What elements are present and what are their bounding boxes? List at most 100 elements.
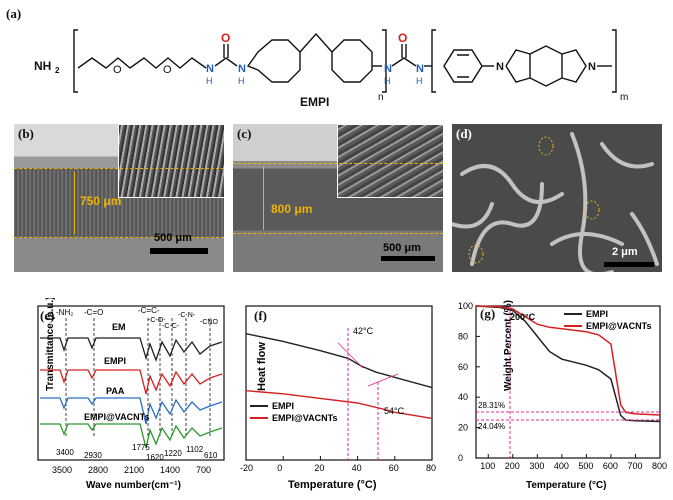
ftir-group-c-c: -C-C- — [162, 323, 180, 330]
tga-xtick-6: 700 — [627, 461, 642, 471]
panel-b-thickness: 750 μm — [80, 194, 122, 208]
ftir-xtick-0: 3500 — [52, 465, 72, 475]
panel-c-inset — [337, 124, 443, 198]
tga-legend-empi: EMPI — [586, 309, 608, 319]
ftir-xtick-3: 1400 — [160, 465, 180, 475]
ftir-series-empi-vacnts — [40, 423, 223, 449]
ftir-group-nh2: -NH₂ — [56, 308, 73, 317]
tga-svg: Weight Percent (%) Temperature (°C) 100 2… — [458, 300, 667, 491]
panel-a-structure: (a) — [0, 0, 673, 116]
urea-h-4: H — [416, 76, 423, 86]
ftir-xlabel: Wave number(cm⁻¹) — [86, 480, 181, 491]
structure-caption: EMPI — [300, 95, 329, 109]
ftir-peak-610: 610 — [204, 451, 218, 460]
panel-c-scalebar: 500 μm — [383, 242, 421, 254]
tga-ytick-2: 40 — [458, 392, 468, 402]
panel-c-letter: (c) — [237, 126, 252, 141]
ftir-legend-paa: PAA — [106, 386, 125, 396]
ftir-series-empi — [40, 369, 223, 395]
panel-b-inset — [118, 124, 224, 198]
ftir-series-paa — [40, 397, 223, 425]
panel-e-letter: (e) — [40, 308, 55, 323]
panel-c-sem-image: (c) 800 μm 500 μm — [233, 124, 443, 272]
tga-ytick-3: 60 — [458, 362, 468, 372]
tga-ytick-5: 100 — [458, 301, 473, 311]
tga-ytick-1: 20 — [458, 423, 468, 433]
tga-xtick-0: 100 — [480, 461, 495, 471]
ftir-legend-empi: EMPI — [104, 356, 126, 366]
urea-n-2: N — [238, 63, 246, 75]
dsc-xtick-5: 80 — [426, 463, 436, 473]
tga-annot-200: 200°C — [510, 312, 536, 322]
ftir-peak-3400: 3400 — [56, 448, 74, 457]
ftir-group-cc-double: -C=C- — [138, 306, 160, 315]
dsc-legend-empi-vacnts: EMPI@VACNTs — [272, 413, 337, 423]
repeat-n: n — [378, 92, 384, 103]
panel-d-sem-image: (d) 2 μm — [452, 124, 662, 272]
tga-xtick-2: 300 — [529, 461, 544, 471]
ftir-peak-1775: 1775 — [132, 443, 150, 452]
tga-ytick-0: 0 — [458, 453, 463, 463]
panel-d-letter: (d) — [456, 126, 472, 141]
ftir-legend-empi-vacnts: EMPI@VACNTs — [84, 412, 149, 422]
ftir-peak-2930: 2930 — [84, 451, 102, 460]
ftir-series-em — [40, 337, 223, 362]
ftir-group-c-n: -C-N- — [178, 312, 196, 319]
ftir-xtick-2: 2100 — [124, 465, 144, 475]
dsc-xtick-0: -20 — [240, 463, 253, 473]
tga-xtick-5: 600 — [603, 461, 618, 471]
tga-series-0 — [475, 305, 661, 423]
tga-xtick-7: 800 — [652, 461, 667, 471]
ftir-group-co: -C=O — [84, 308, 103, 317]
ftir-group-c-o: -C-O- — [148, 317, 166, 324]
ftir-xticks: 3500 2800 2100 1400 700 — [52, 465, 211, 475]
ftir-xtick-1: 2800 — [88, 465, 108, 475]
dsc-xtick-4: 60 — [389, 463, 399, 473]
panel-d-scalebar: 2 μm — [612, 246, 638, 258]
tga-ytick-4: 80 — [458, 331, 468, 341]
tga-annot-2404: 24.04% — [478, 422, 505, 431]
ftir-legend-em: EM — [112, 322, 126, 332]
repeat-m: m — [620, 92, 628, 103]
urea-n-3: N — [384, 63, 392, 75]
urea-n-4: N — [416, 63, 424, 75]
panel-a-letter: (a) — [6, 6, 22, 21]
panel-f-dsc-chart: Heat flow Temperature (°C) -20 0 20 40 60 80 … — [228, 298, 438, 495]
panel-g-letter: (g) — [480, 306, 496, 321]
tga-series-1 — [475, 305, 661, 416]
panel-b-letter: (b) — [18, 126, 34, 141]
tga-xlabel: Temperature (°C) — [526, 480, 607, 491]
ftir-peak-1220: 1220 — [164, 449, 182, 458]
ftir-peak-1102: 1102 — [186, 445, 204, 454]
tga-legend-empi-vacnts: EMPI@VACNTs — [586, 321, 651, 331]
ftir-ylabel: Transmittance (a.u.) — [45, 298, 56, 391]
nh2-subscript: 2 — [55, 66, 60, 75]
dsc-annot-54: 54°C — [384, 406, 405, 416]
dsc-legend-empi: EMPI — [272, 401, 294, 411]
panel-e-ftir-chart: Transmittance (a.u.) Wave number(cm⁻¹) 3… — [0, 297, 228, 495]
panel-f-letter: (f) — [254, 308, 267, 323]
dsc-annot-42: 42°C — [353, 326, 374, 336]
dsc-svg: Heat flow Temperature (°C) -20 0 20 40 60 80 … — [240, 305, 436, 491]
panel-b-scalebar: 500 μm — [154, 232, 192, 244]
dsc-ylabel: Heat flow — [256, 342, 268, 391]
empi-structure: NH 2 O O O O N H N H N H N H N N n m EMP… — [34, 29, 628, 109]
tga-xtick-4: 500 — [578, 461, 593, 471]
ftir-svg: Transmittance (a.u.) Wave number(cm⁻¹) 3… — [37, 297, 225, 491]
panel-b-sem-image: (b) 750 μm 500 μm — [14, 124, 224, 272]
urea-h-1: H — [206, 76, 213, 86]
dsc-xtick-2: 20 — [314, 463, 324, 473]
urea-h-3: H — [384, 76, 391, 86]
ftir-peak-1620: 1620 — [146, 453, 164, 462]
svg-text:N: N — [496, 61, 504, 73]
tga-ylabel: Weight Percent (%) — [503, 300, 514, 391]
dsc-xlabel: Temperature (°C) — [288, 479, 377, 491]
nh2-label: NH — [34, 59, 51, 73]
dsc-series-1 — [245, 390, 433, 420]
panel-c-thickness: 800 μm — [271, 202, 313, 216]
tga-xtick-3: 400 — [554, 461, 569, 471]
carbonyl-o-1: O — [221, 31, 230, 45]
ether-o-1: O — [113, 64, 122, 76]
urea-n-1: N — [206, 63, 214, 75]
carbonyl-o-2: O — [398, 31, 407, 45]
